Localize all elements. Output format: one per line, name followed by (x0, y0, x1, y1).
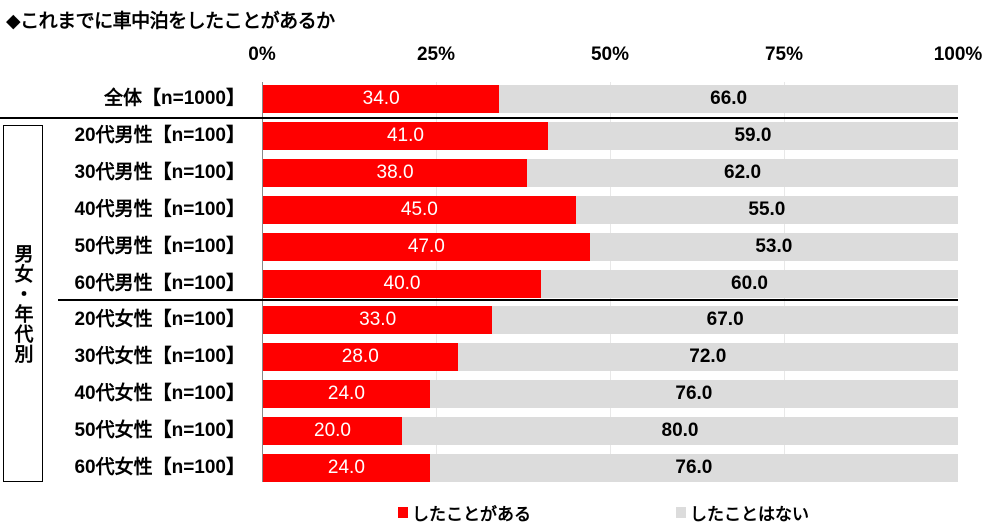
bar-row: 40.0 60.0 (263, 270, 958, 298)
bar-row: 45.0 55.0 (263, 196, 958, 224)
group-label: 男女・年代別 (11, 243, 34, 364)
bar-segment-no: 59.0 (547, 122, 958, 150)
bar-segment-yes: 38.0 (263, 159, 528, 187)
x-tick-50: 50% (590, 44, 630, 65)
legend-item-no: したことはない (676, 500, 809, 525)
y-axis-line (262, 82, 263, 482)
x-tick-100: 100% (933, 44, 983, 65)
row-label: 20代男性【n=100】 (74, 125, 245, 146)
bar-segment-yes: 24.0 (263, 380, 430, 408)
bar-segment-no: 55.0 (575, 196, 958, 224)
x-tick-75: 75% (764, 44, 804, 65)
bar-segment-yes: 34.0 (263, 85, 500, 113)
row-label: 40代男性【n=100】 (74, 199, 245, 220)
bar-segment-no: 60.0 (541, 270, 958, 298)
bar-row: 41.0 59.0 (263, 122, 958, 150)
bar-segment-yes: 41.0 (263, 122, 548, 150)
separator-total (0, 117, 958, 119)
bar-segment-no: 76.0 (429, 454, 958, 482)
legend-swatch-red-icon (398, 507, 408, 518)
row-label: 60代男性【n=100】 (74, 273, 245, 294)
legend-item-yes: したことがある (398, 500, 531, 525)
row-label: 30代男性【n=100】 (74, 162, 245, 183)
row-label: 40代女性【n=100】 (74, 383, 245, 404)
bar-segment-yes: 20.0 (263, 417, 402, 445)
bar-row: 24.0 76.0 (263, 454, 958, 482)
bar-segment-yes: 47.0 (263, 233, 590, 261)
row-label: 20代女性【n=100】 (74, 309, 245, 330)
group-box: 男女・年代別 (3, 125, 43, 482)
bar-segment-yes: 40.0 (263, 270, 541, 298)
legend-label-no: したことはない (690, 505, 809, 525)
x-tick-0: 0% (248, 44, 276, 65)
bar-segment-no: 62.0 (527, 159, 958, 187)
row-label: 30代女性【n=100】 (74, 346, 245, 367)
separator-gender (58, 299, 958, 301)
chart-title: ◆これまでに車中泊をしたことがあるか (6, 10, 335, 32)
bar-row: 28.0 72.0 (263, 343, 958, 371)
bar-row: 24.0 76.0 (263, 380, 958, 408)
row-label: 50代女性【n=100】 (74, 420, 245, 441)
bar-row: 47.0 53.0 (263, 233, 958, 261)
row-label: 60代女性【n=100】 (74, 457, 245, 478)
bar-segment-yes: 24.0 (263, 454, 430, 482)
legend-swatch-gray-icon (676, 507, 686, 518)
bar-segment-no: 72.0 (457, 343, 958, 371)
bar-segment-yes: 28.0 (263, 343, 458, 371)
legend-label-yes: したことがある (412, 505, 531, 525)
x-tick-25: 25% (416, 44, 456, 65)
bar-segment-no: 80.0 (402, 417, 958, 445)
bar-segment-no: 67.0 (492, 306, 958, 334)
row-label: 全体【n=1000】 (104, 88, 245, 109)
bar-segment-yes: 45.0 (263, 196, 576, 224)
bar-segment-no: 66.0 (499, 85, 958, 113)
bar-row: 38.0 62.0 (263, 159, 958, 187)
bar-row: 33.0 67.0 (263, 306, 958, 334)
bar-segment-no: 53.0 (589, 233, 958, 261)
bar-row: 20.0 80.0 (263, 417, 958, 445)
row-label: 50代男性【n=100】 (74, 236, 245, 257)
bar-segment-no: 76.0 (429, 380, 958, 408)
bar-segment-yes: 33.0 (263, 306, 493, 334)
bar-row: 34.0 66.0 (263, 85, 958, 113)
